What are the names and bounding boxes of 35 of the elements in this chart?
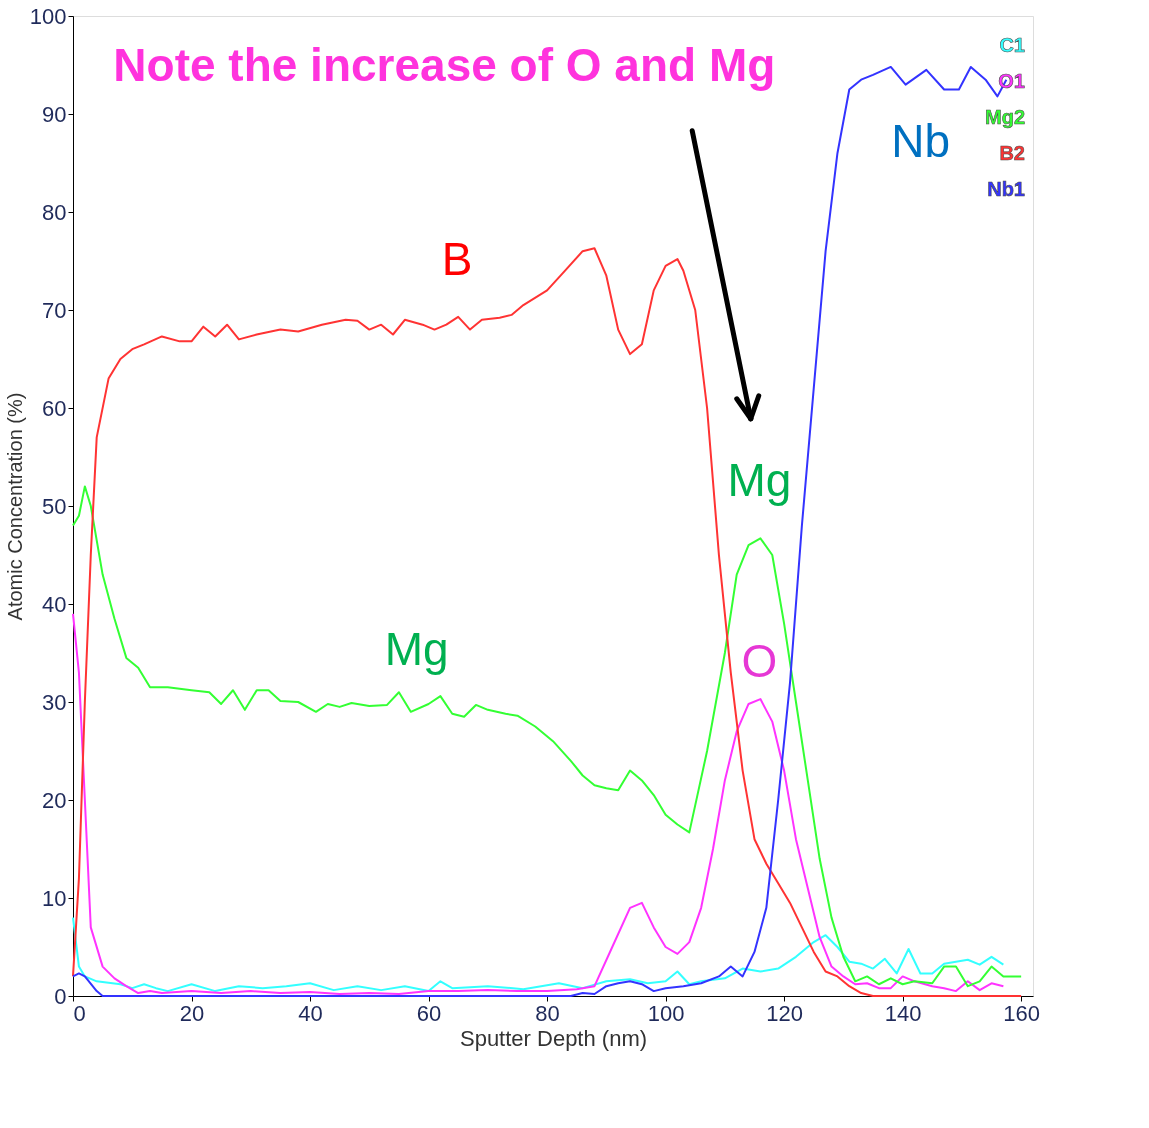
annotation: Mg (384, 623, 449, 676)
y-tick-label: 30 (42, 689, 67, 715)
y-tick-label: 50 (42, 493, 67, 519)
text: B2 (999, 142, 1025, 164)
line-series (72, 916, 1005, 993)
annotation: O (741, 634, 778, 687)
annotation: B (441, 233, 473, 285)
x-tick-label: 120 (766, 1000, 803, 1026)
y-tick-label: 10 (42, 885, 67, 911)
x-tick-label: 0 (73, 1000, 86, 1026)
annotation: Note the increase of O and Mg (113, 38, 776, 91)
annotation: Nb (891, 115, 951, 168)
x-tick-label: 80 (535, 1000, 560, 1026)
y-tick-label: 60 (42, 395, 67, 421)
y-tick-label: 70 (42, 297, 67, 323)
x-tick-label: 40 (298, 1000, 323, 1026)
y-tick-label: 40 (42, 591, 67, 617)
x-tick-label: 160 (1003, 1000, 1041, 1026)
text: Nb1 (987, 178, 1025, 200)
text: O1 (998, 70, 1025, 92)
x-tick-label: 20 (179, 1000, 205, 1026)
x-tick-label: 100 (647, 1000, 685, 1026)
text: Mg2 (985, 106, 1025, 128)
y-tick-label: 90 (42, 101, 67, 127)
x-axis-title: Sputter Depth (nm) (459, 1025, 648, 1051)
y-tick-label: 20 (42, 787, 67, 813)
text: C1 (999, 34, 1025, 56)
y-tick-label: 100 (29, 3, 67, 29)
y-tick-label: 80 (42, 199, 67, 225)
line-series (72, 612, 1005, 996)
y-tick-label: 0 (54, 983, 67, 1009)
y-axis-title: Atomic Concentration (%) (3, 392, 26, 621)
annotation: Mg (727, 453, 792, 506)
x-tick-label: 60 (416, 1000, 442, 1026)
x-tick-label: 140 (884, 1000, 922, 1026)
